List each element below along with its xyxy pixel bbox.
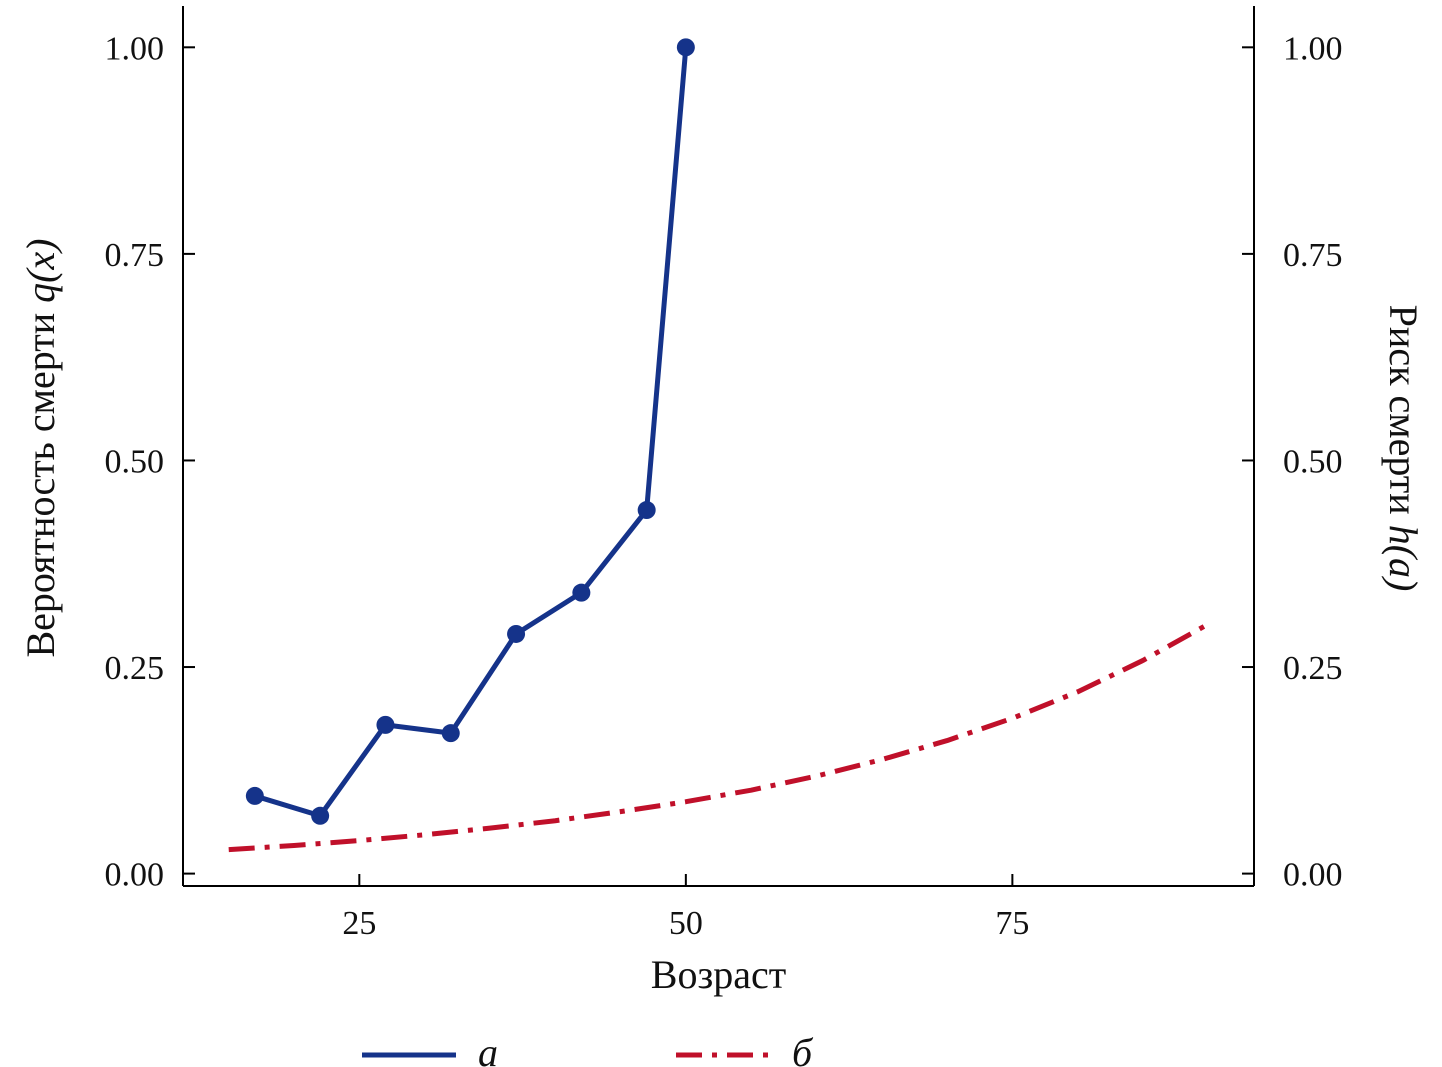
ticks: 25 50 75 0.00 0.00 0.25 0.25 0.50 0.50 0.75 0.75 1.…	[105, 30, 1343, 942]
series-a-point	[441, 724, 460, 743]
series-a-point	[637, 501, 656, 520]
y-axis-left-title-text: Вероятность смерти	[18, 303, 63, 658]
y-axis-right-title-text: Риск смерти	[1381, 305, 1426, 525]
series-a-line	[252, 44, 689, 819]
series-a-point	[376, 715, 395, 734]
legend-label-series-a: а	[478, 1030, 498, 1067]
series-a-point	[676, 38, 695, 57]
series-b-line	[228, 621, 1210, 853]
series-a-point	[245, 786, 264, 805]
series-a-point	[507, 624, 526, 643]
x-axis-title: Возраст	[651, 952, 786, 997]
y-tick-label-right: 0.25	[1283, 650, 1343, 687]
x-tick-label: 75	[995, 905, 1029, 942]
y-tick-label-right: 0.75	[1283, 237, 1343, 274]
axes	[182, 6, 1255, 887]
y-tick-label-left: 0.00	[105, 857, 165, 894]
y-tick-label-left: 0.25	[105, 650, 165, 687]
y-axis-left-title-symbol: q(x)	[18, 238, 63, 302]
y-axis-left-title: Вероятность смерти q(x)	[18, 238, 63, 657]
y-tick-label-left: 0.50	[105, 443, 165, 480]
y-tick-label-right: 1.00	[1283, 30, 1343, 67]
legend: а б	[362, 1030, 814, 1067]
x-tick-label: 25	[342, 905, 376, 942]
y-tick-label-left: 1.00	[105, 30, 165, 67]
y-tick-label-right: 0.00	[1283, 857, 1343, 894]
y-axis-right-title: Риск смерти h(a)	[1381, 305, 1426, 592]
y-tick-label-right: 0.50	[1283, 443, 1343, 480]
legend-label-series-b: б	[792, 1030, 814, 1067]
x-tick-label: 50	[669, 905, 703, 942]
series-a-point	[572, 583, 591, 602]
y-tick-label-left: 0.75	[105, 237, 165, 274]
series-layer	[228, 38, 1210, 853]
series-a-point	[311, 806, 330, 825]
y-axis-right-title-symbol: h(a)	[1381, 525, 1426, 592]
